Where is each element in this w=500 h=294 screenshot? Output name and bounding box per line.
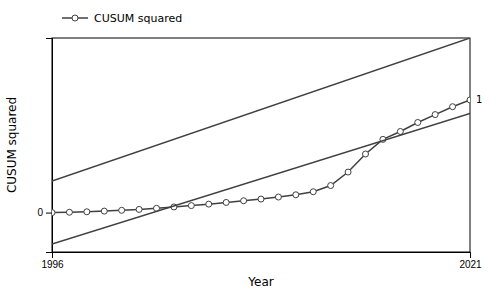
point xyxy=(275,194,281,200)
x-tick: 2021 xyxy=(459,252,482,270)
x-tick-mark xyxy=(470,252,471,258)
point xyxy=(119,207,125,213)
point xyxy=(328,183,334,189)
legend-marker xyxy=(72,15,78,21)
point xyxy=(345,169,351,175)
boundary-line xyxy=(52,113,470,244)
y-axis: 0 xyxy=(37,39,52,253)
point xyxy=(84,209,90,215)
point xyxy=(223,199,229,205)
boundary-line xyxy=(52,38,470,181)
data-area xyxy=(52,38,470,244)
x-axis-line xyxy=(53,253,471,259)
plot: 1996 2021 0 1 xyxy=(37,38,482,270)
point xyxy=(293,192,299,198)
point xyxy=(241,198,247,204)
point xyxy=(206,201,212,207)
point xyxy=(52,210,55,216)
y-tick-label: 0 xyxy=(37,207,43,218)
point xyxy=(450,104,456,110)
point xyxy=(363,151,369,157)
point xyxy=(415,119,421,125)
annotation: 1 xyxy=(476,94,482,105)
point xyxy=(101,208,107,214)
point xyxy=(258,196,264,202)
legend-label: CUSUM squared xyxy=(94,12,182,25)
y-axis-line xyxy=(46,39,53,253)
y-tick-mark xyxy=(46,213,52,214)
point xyxy=(467,97,470,103)
point xyxy=(432,112,438,118)
point xyxy=(397,128,403,134)
x-tick: 1996 xyxy=(41,252,64,270)
y-tick: 0 xyxy=(37,207,52,218)
point xyxy=(310,189,316,195)
x-tick-label: 1996 xyxy=(41,259,64,270)
legend: CUSUM squared xyxy=(62,12,182,25)
chart: 1996 2021 0 1 Year CUSUM squared CUSUM squared xyxy=(0,0,500,294)
plot-frame xyxy=(52,38,470,252)
legend-item: CUSUM squared xyxy=(62,12,182,25)
y-axis-title: CUSUM squared xyxy=(5,97,19,193)
point xyxy=(136,206,142,212)
x-axis-title: Year xyxy=(247,275,273,289)
series-line xyxy=(52,100,470,213)
x-tick-label: 2021 xyxy=(459,259,482,270)
point xyxy=(66,209,72,215)
x-axis: 1996 2021 xyxy=(41,252,482,270)
point xyxy=(188,203,194,209)
